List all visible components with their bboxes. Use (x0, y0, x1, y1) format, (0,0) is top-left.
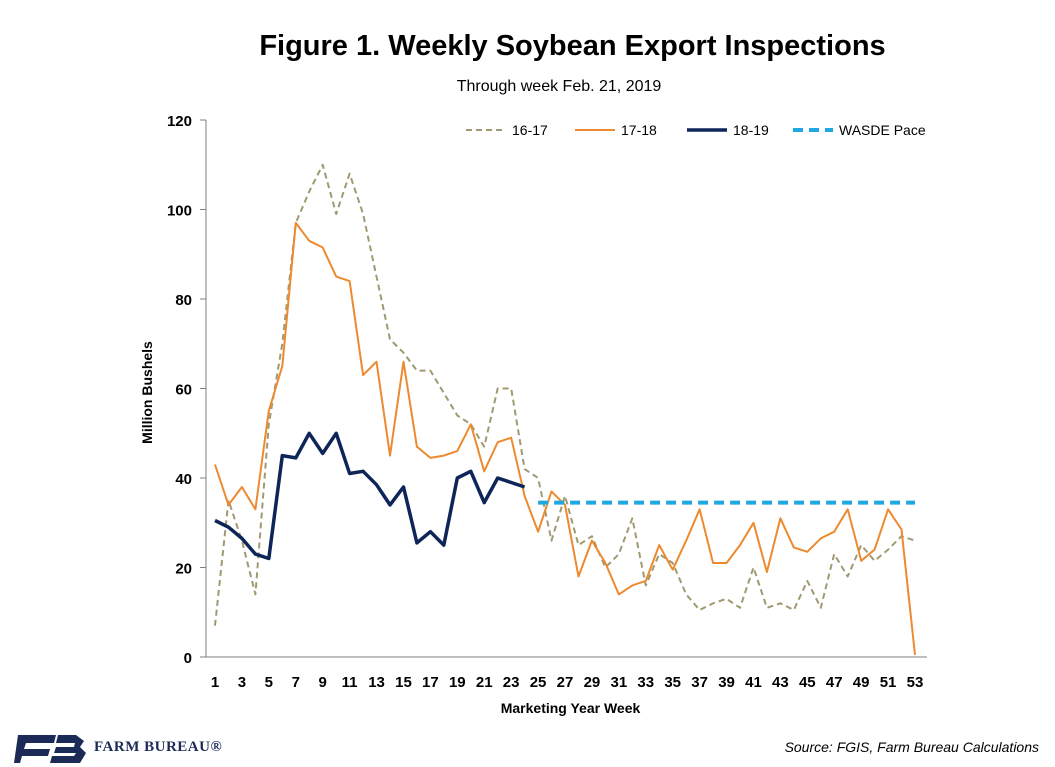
x-tick-label: 13 (368, 674, 385, 691)
y-tick-label: 40 (175, 471, 192, 488)
y-tick-label: 100 (167, 203, 192, 220)
y-tick-label: 120 (167, 113, 192, 130)
legend-label: 16-17 (512, 122, 548, 138)
x-tick-label: 45 (799, 674, 816, 691)
x-tick-label: 27 (557, 674, 574, 691)
x-tick-label: 25 (530, 674, 547, 691)
x-tick-label: 5 (265, 674, 273, 691)
y-tick-label: 80 (175, 292, 192, 309)
source-note: Source: FGIS, Farm Bureau Calculations (784, 739, 1039, 755)
logo-text: FARM BUREAU® (94, 739, 223, 755)
legend-label: 18-19 (733, 122, 769, 138)
x-tick-label: 41 (745, 674, 762, 691)
x-tick-label: 21 (476, 674, 493, 691)
y-tick-label: 0 (184, 650, 192, 667)
x-tick-label: 37 (691, 674, 708, 691)
x-tick-label: 35 (664, 674, 681, 691)
x-tick-label: 23 (503, 674, 520, 691)
chart-title: Figure 1. Weekly Soybean Export Inspecti… (259, 30, 886, 62)
x-axis-label: Marketing Year Week (501, 700, 641, 716)
x-tick-label: 17 (422, 674, 439, 691)
chart-subtitle: Through week Feb. 21, 2019 (456, 78, 662, 95)
x-tick-label: 31 (611, 674, 628, 691)
x-tick-label: 51 (880, 674, 897, 691)
legend-label: WASDE Pace (839, 122, 926, 138)
x-tick-label: 43 (772, 674, 789, 691)
x-tick-label: 33 (637, 674, 654, 691)
y-tick-label: 20 (175, 561, 192, 578)
series-line-18-19 (214, 431, 526, 561)
x-tick-label: 3 (238, 674, 246, 691)
x-tick-label: 19 (449, 674, 466, 691)
farm-bureau-logo (14, 735, 86, 763)
x-tick-label: 39 (718, 674, 735, 691)
series-layer (214, 163, 916, 655)
legend-label: 17-18 (621, 122, 657, 138)
x-tick-label: 1 (211, 674, 219, 691)
legend: 16-17 17-18 18-19 WASDE Pace (466, 122, 926, 138)
series-line-17-18 (214, 221, 916, 655)
x-tick-label: 49 (853, 674, 870, 691)
x-tick-label: 15 (395, 674, 412, 691)
x-tick-label: 7 (292, 674, 300, 691)
y-axis-label: Million Bushels (139, 341, 155, 444)
x-tick-label: 47 (826, 674, 843, 691)
x-tick-label: 11 (342, 674, 358, 691)
x-tick-label: 29 (584, 674, 601, 691)
fb-mark-icon (14, 735, 86, 763)
y-tick-label: 60 (175, 382, 192, 399)
x-tick-label: 9 (319, 674, 327, 691)
x-tick-label: 53 (907, 674, 924, 691)
series-line-16-17 (214, 163, 916, 626)
